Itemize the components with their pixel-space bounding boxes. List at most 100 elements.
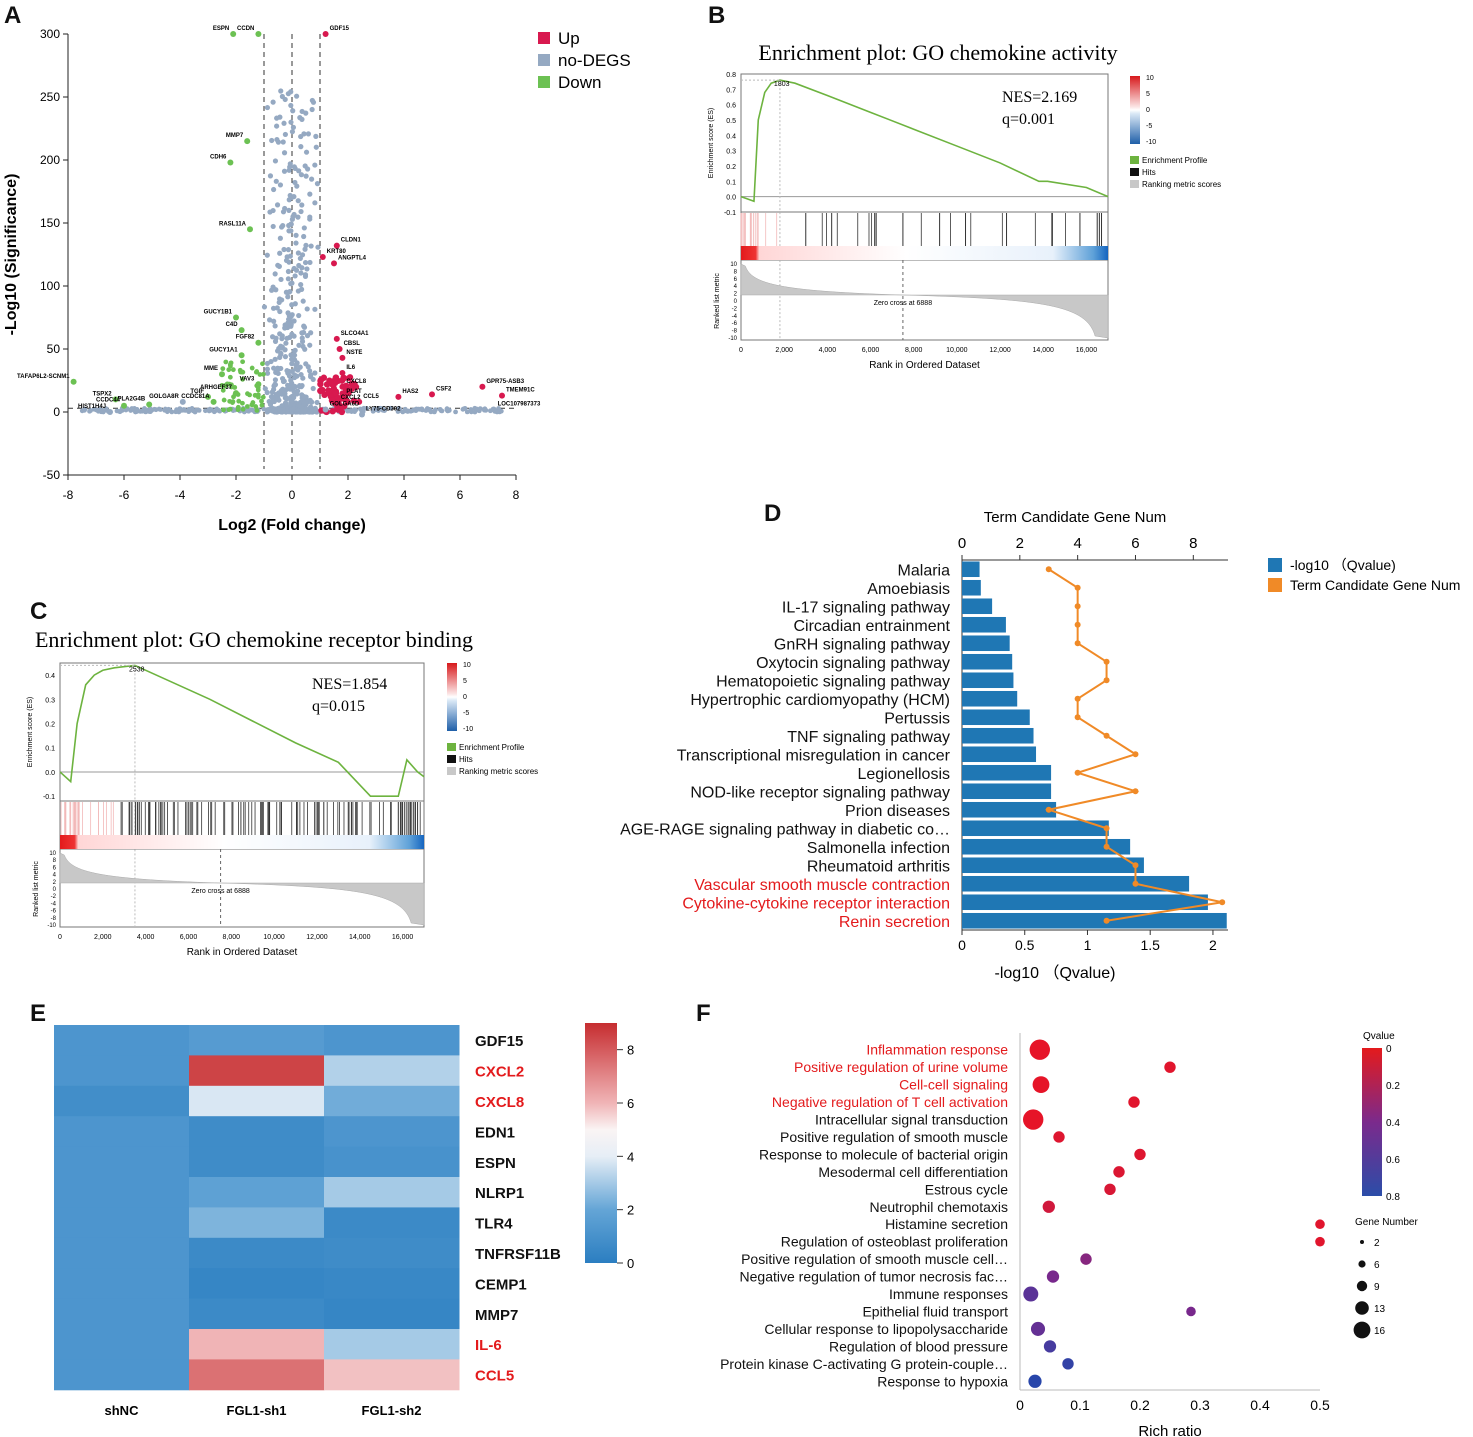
background-point: [309, 407, 314, 413]
heatmap-cell: [324, 1025, 460, 1056]
background-point: [279, 297, 285, 303]
background-point: [273, 287, 279, 293]
category-label: Renin secretion: [839, 914, 950, 931]
background-point: [281, 168, 288, 174]
y-tick-label: 250: [40, 90, 60, 104]
background-point: [297, 364, 303, 370]
x-tick-label: 2,000: [94, 934, 112, 941]
background-point: [295, 198, 301, 204]
background-point: [278, 343, 284, 349]
legend-label: Enrichment Profile: [459, 743, 525, 752]
background-point: [226, 367, 232, 373]
gene-num-point: [1132, 788, 1139, 795]
background-point: [423, 408, 429, 413]
background-point: [303, 110, 309, 116]
background-point: [319, 386, 326, 394]
top-tick-label: 8: [1189, 535, 1197, 552]
x-tick-label: -2: [231, 488, 242, 502]
kegg-bar-chart: 0 2 4 6 8 Term Candidate Gene Num 0 0.5 1 1.5 2 -lo…: [620, 509, 1460, 982]
background-point: [314, 181, 321, 187]
x-tick-label: 0.3: [1190, 1397, 1210, 1413]
background-point: [275, 262, 281, 268]
background-point: [282, 131, 288, 138]
background-point: [296, 262, 302, 269]
size-legend-dot: [1360, 1240, 1364, 1244]
gene-label: MMP7: [226, 133, 244, 139]
gene-label: CXCL8: [346, 379, 366, 385]
background-point: [123, 407, 129, 413]
background-point: [313, 144, 319, 150]
legend-label: Hits: [459, 755, 473, 764]
row-label: CCL5: [475, 1368, 514, 1385]
heatmap-cell: [54, 1359, 190, 1391]
bottom-tick-label: 8: [734, 269, 738, 275]
background-point: [323, 381, 331, 388]
background-point: [301, 225, 307, 231]
colorbar: [585, 1023, 617, 1263]
data-point: [70, 378, 77, 385]
background-point: [310, 376, 316, 383]
background-point: [162, 407, 168, 413]
background-point: [295, 388, 301, 394]
background-point: [303, 361, 309, 367]
data-point: [238, 327, 245, 334]
plot-frame: [740, 73, 1109, 341]
heatmap-cell: [324, 1085, 460, 1117]
background-point: [196, 407, 202, 413]
background-point: [289, 361, 295, 367]
background-point: [287, 386, 293, 392]
bottom-tick-label: -2: [732, 306, 738, 312]
background-point: [328, 380, 335, 388]
background-point: [266, 317, 273, 323]
x-tick-label: 4,000: [137, 934, 155, 941]
background-point: [282, 205, 288, 212]
gene-label: TSPX2: [93, 391, 113, 397]
zero-cross-label: Zero cross at 6888: [874, 300, 932, 307]
background-point: [287, 161, 293, 167]
gene-num-point: [1045, 566, 1052, 573]
heatmap-cell: [324, 1116, 460, 1148]
background-point: [270, 408, 276, 414]
bottom-tick-label: -6: [51, 909, 57, 915]
background-point: [270, 99, 276, 105]
category-label: Pertussis: [884, 710, 950, 727]
background-point: [291, 352, 298, 358]
heatmap-cell: [189, 1359, 325, 1391]
background-point: [299, 202, 305, 208]
size-legend-label: 2: [1374, 1238, 1380, 1249]
x-tick-label: 12,000: [306, 934, 328, 941]
category-label: IL-17 signaling pathway: [782, 599, 950, 616]
data-point: [333, 242, 340, 249]
background-point: [279, 224, 285, 230]
category-label: AGE-RAGE signaling pathway in diabetic c…: [620, 821, 950, 838]
background-point: [291, 333, 297, 339]
background-point: [283, 402, 289, 408]
colorbar-tick: 0.8: [1386, 1192, 1400, 1203]
heatmap-cell: [189, 1329, 325, 1360]
bubble: [1113, 1166, 1125, 1178]
background-point: [304, 306, 310, 312]
background-point: [312, 200, 318, 206]
background-point: [291, 164, 297, 170]
bar: [962, 894, 1208, 911]
background-point: [464, 409, 470, 415]
x-tick-label: 2: [345, 488, 352, 502]
x-tick-label: 14,000: [349, 934, 371, 941]
x-tick-label: 6,000: [180, 934, 198, 941]
x-tick-label: 0.1: [1070, 1397, 1090, 1413]
gene-num-point: [1074, 640, 1081, 647]
data-point: [233, 314, 239, 321]
size-legend-dot: [1355, 1301, 1369, 1315]
legend-swatch: [1130, 180, 1139, 188]
zero-cross-label: Zero cross at 6888: [191, 888, 249, 895]
background-point: [303, 406, 309, 412]
x-tick-label: 0.5: [1015, 937, 1035, 953]
background-point: [310, 385, 316, 392]
row-label: CEMP1: [475, 1276, 527, 1293]
data-point: [356, 398, 363, 405]
bar: [962, 764, 1052, 781]
background-point: [152, 406, 157, 412]
background-point: [329, 408, 336, 415]
bottom-tick-label: 0: [734, 299, 738, 305]
heatmap-cell: [54, 1177, 190, 1208]
